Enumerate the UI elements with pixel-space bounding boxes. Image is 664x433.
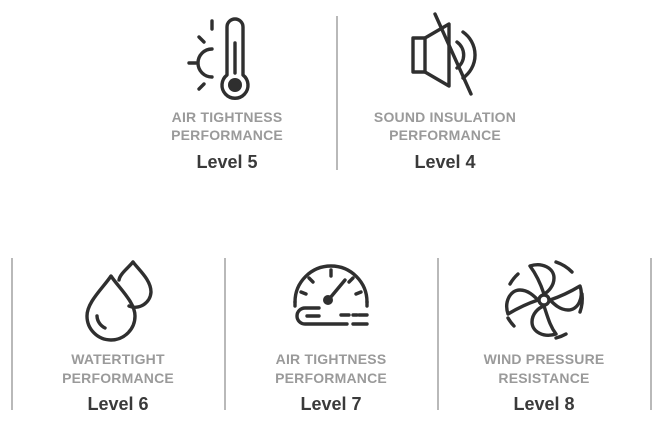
feature-label-line2: PERFORMANCE [275, 370, 387, 386]
feature-watertight: WATERTIGHT PERFORMANCE Level 6 [28, 250, 208, 420]
speaker-muted-icon [405, 12, 485, 98]
feature-label-line1: AIR TIGHTNESS [275, 351, 387, 367]
feature-label-line1: SOUND INSULATION [373, 109, 517, 125]
feature-level: Level 8 [513, 394, 575, 414]
feature-level: Level 4 [414, 152, 476, 172]
feature-level: Level 5 [196, 152, 258, 172]
feature-label-line1: WIND PRESSURE [483, 351, 605, 367]
feature-label-line1: AIR TIGHTNESS [171, 109, 283, 125]
feature-label-line2: RESISTANCE [498, 370, 590, 386]
feature-label-line1: WATERTIGHT [71, 351, 165, 367]
feature-wind-pressure: WIND PRESSURE RESISTANCE Level 8 [454, 250, 634, 420]
feature-label-line2: PERFORMANCE [389, 127, 501, 143]
wind-fan-icon [500, 254, 588, 342]
thermometer-sun-icon [187, 17, 267, 100]
feature-air-tightness-top: AIR TIGHTNESS PERFORMANCE Level 5 [137, 0, 317, 180]
feature-sound-insulation: SOUND INSULATION PERFORMANCE Level 4 [355, 0, 535, 180]
water-drops-icon [73, 258, 163, 342]
divider-bottom-right [650, 258, 652, 410]
divider-bottom-1 [224, 258, 226, 410]
divider-bottom-left [11, 258, 13, 410]
feature-label-line2: PERFORMANCE [62, 370, 174, 386]
divider-bottom-2 [437, 258, 439, 410]
feature-level: Level 7 [300, 394, 362, 414]
divider-top-middle [336, 16, 338, 170]
feature-label-line2: PERFORMANCE [171, 127, 283, 143]
speedometer-icon [289, 258, 373, 338]
feature-level: Level 6 [87, 394, 149, 414]
feature-air-tightness-bottom: AIR TIGHTNESS PERFORMANCE Level 7 [241, 250, 421, 420]
